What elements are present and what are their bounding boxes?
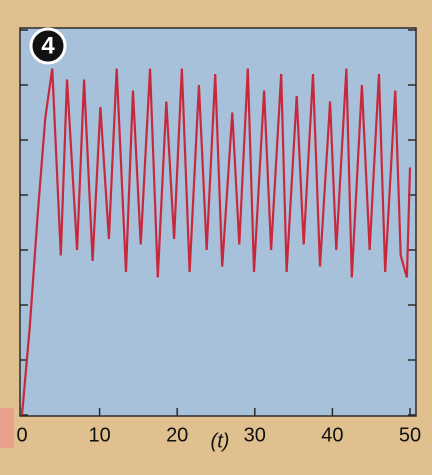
x-tick-label: 40 [321, 424, 343, 446]
x-tick-label: 10 [88, 424, 110, 446]
badge: 4 [41, 32, 55, 59]
badge-circle [29, 27, 67, 65]
x-tick-label: 0 [16, 424, 27, 446]
x-tick-label: 50 [399, 424, 421, 446]
x-tick-label: 30 [244, 424, 266, 446]
plot-area [19, 27, 417, 417]
data-line [20, 68, 412, 416]
edge-patch [0, 408, 14, 448]
x-tick-label: 20 [166, 424, 188, 446]
x-axis-label: (t) [211, 430, 230, 452]
